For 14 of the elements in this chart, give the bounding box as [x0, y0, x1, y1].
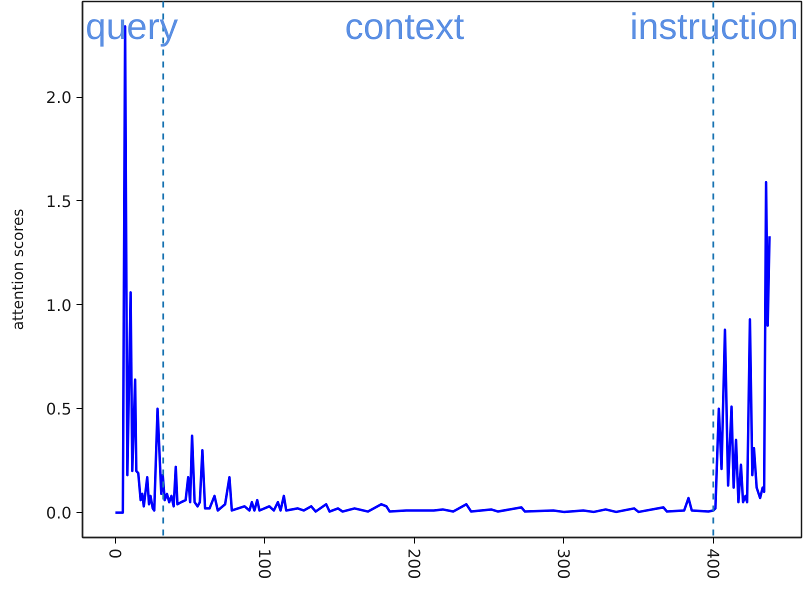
y-tick-label: 1.5 [46, 192, 72, 211]
annotation: instruction [630, 6, 799, 47]
y-tick-label: 0.0 [46, 504, 72, 523]
y-tick-label: 1.0 [46, 296, 72, 315]
x-tick-label: 300 [554, 548, 573, 580]
annotation: context [344, 6, 465, 47]
x-tick-label: 100 [254, 548, 274, 580]
annotation: query [86, 6, 179, 47]
x-tick-label: 0 [105, 548, 124, 559]
y-tick-label: 2.0 [46, 88, 72, 108]
x-tick-label: 400 [703, 548, 722, 580]
x-tick-label: 200 [404, 548, 424, 580]
y-axis-title: attention scores [9, 208, 28, 330]
y-tick-label: 0.5 [46, 400, 72, 419]
